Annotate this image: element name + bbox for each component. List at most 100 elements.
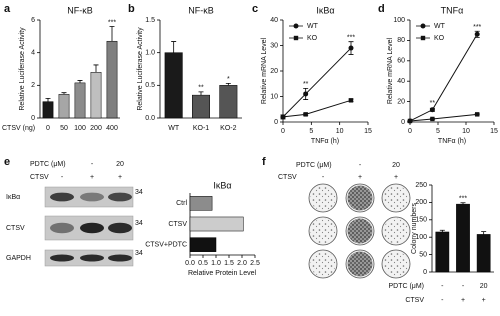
y-tick-label: 4 bbox=[31, 50, 35, 57]
marker bbox=[348, 98, 354, 103]
y-tick-label: 200 bbox=[415, 199, 427, 206]
error-bar bbox=[171, 41, 177, 53]
x-axis-label: Relative Protein Level bbox=[188, 270, 257, 277]
y-tick-label: 250 bbox=[415, 182, 427, 189]
blot-row-label: IκBα bbox=[6, 194, 20, 201]
x-row-value: - bbox=[441, 297, 444, 304]
x-tick-label: KO-2 bbox=[220, 125, 236, 132]
header-lane: 20 bbox=[392, 162, 400, 169]
x-tick-label: 0.5 bbox=[198, 260, 208, 267]
chart-title: TNFα bbox=[441, 5, 464, 15]
x-tick-label: 1.0 bbox=[211, 260, 221, 267]
x-tick-label: 10 bbox=[336, 128, 344, 135]
y-tick-label: 20 bbox=[397, 98, 405, 105]
blot-band bbox=[50, 222, 74, 234]
legend-marker bbox=[293, 35, 299, 41]
x-tick-label: 0 bbox=[281, 128, 285, 135]
bar bbox=[90, 72, 102, 119]
header-lane: + bbox=[358, 174, 362, 181]
bar bbox=[189, 216, 244, 232]
x-row-value: - bbox=[462, 283, 465, 290]
blot-band bbox=[50, 254, 74, 262]
legend-label: WT bbox=[307, 23, 319, 30]
blot-marker: 34 bbox=[135, 189, 143, 196]
y-tick-label: CTSV bbox=[168, 221, 187, 228]
bar bbox=[106, 40, 118, 119]
x-tick-label: 100 bbox=[74, 125, 86, 132]
x-row-value: + bbox=[461, 297, 465, 304]
blot-band bbox=[108, 254, 132, 262]
chart-title: IκBα bbox=[316, 5, 334, 15]
plate-colonies bbox=[310, 251, 336, 277]
blot-strip bbox=[44, 186, 134, 208]
error-bar bbox=[61, 92, 67, 95]
plate-colonies bbox=[310, 218, 336, 244]
panel-label: f bbox=[262, 156, 266, 168]
header-lane: + bbox=[118, 174, 122, 181]
x-row-value: - bbox=[441, 283, 444, 290]
y-tick-label: 0 bbox=[274, 119, 278, 126]
y-tick-label: 40 bbox=[270, 17, 278, 24]
bar bbox=[164, 52, 183, 119]
blot-band bbox=[50, 192, 74, 202]
header-lane: + bbox=[394, 174, 398, 181]
y-tick-label: 0 bbox=[31, 115, 35, 122]
bar bbox=[456, 203, 470, 273]
y-tick-label: 40 bbox=[397, 78, 405, 85]
legend-marker bbox=[293, 23, 299, 29]
plate-colonies bbox=[347, 218, 373, 244]
blot-row-label: GAPDH bbox=[6, 255, 31, 262]
y-tick-label: 0.5 bbox=[145, 82, 155, 89]
blot-band bbox=[80, 254, 104, 262]
series-line bbox=[409, 34, 478, 122]
bar bbox=[476, 234, 491, 273]
x-tick-label: 15 bbox=[364, 128, 372, 135]
chart-title: NF-κB bbox=[67, 5, 93, 15]
series-line bbox=[282, 99, 352, 118]
x-tick-label: 0 bbox=[408, 128, 412, 135]
y-tick-label: 10 bbox=[270, 93, 278, 100]
y-axis-label: Relative Luciferase Activity bbox=[137, 27, 144, 111]
x-axis-label: TNFα (h) bbox=[438, 138, 466, 145]
x-row-value: + bbox=[482, 297, 486, 304]
error-bar bbox=[439, 229, 445, 232]
error-bar bbox=[481, 231, 487, 235]
blot-marker: 34 bbox=[135, 250, 143, 257]
significance: *** bbox=[108, 19, 116, 26]
legend-label: KO bbox=[307, 35, 318, 42]
marker bbox=[303, 91, 309, 97]
plate-colonies bbox=[310, 185, 336, 211]
plate-colonies bbox=[383, 185, 409, 211]
x-tick-label: 5 bbox=[436, 128, 440, 135]
legend-marker bbox=[420, 23, 426, 29]
header-label: CTSV bbox=[278, 174, 297, 181]
x-axis-label: CTSV (ng) bbox=[2, 125, 35, 132]
error-bar bbox=[45, 98, 51, 102]
error-bar bbox=[198, 91, 204, 96]
panel-label: b bbox=[128, 3, 135, 15]
x-tick-label: 0 bbox=[46, 125, 50, 132]
y-tick-label: 2 bbox=[31, 82, 35, 89]
bar bbox=[189, 196, 213, 211]
y-tick-label: 150 bbox=[415, 217, 427, 224]
bar bbox=[189, 237, 217, 252]
y-axis-label: Colony numbers bbox=[411, 203, 418, 254]
significance: *** bbox=[347, 35, 355, 42]
significance: ** bbox=[198, 85, 204, 92]
x-tick-label: 50 bbox=[60, 125, 68, 132]
x-tick-label: 10 bbox=[462, 128, 470, 135]
x-tick-label: 1.5 bbox=[224, 260, 234, 267]
blot-marker: 34 bbox=[135, 220, 143, 227]
x-axis-label: TNFα (h) bbox=[311, 138, 339, 145]
y-tick-label: 1.5 bbox=[145, 17, 155, 24]
y-tick-label: 0.0 bbox=[145, 115, 155, 122]
header-lane: - bbox=[322, 174, 325, 181]
significance: ** bbox=[430, 100, 436, 107]
plate-colonies bbox=[347, 185, 373, 211]
legend-marker bbox=[420, 35, 426, 41]
bar bbox=[74, 82, 86, 119]
bar bbox=[58, 94, 70, 119]
header-label: PDTC (μM) bbox=[30, 161, 66, 168]
x-tick-label: WT bbox=[168, 125, 180, 132]
y-tick-label: 0 bbox=[423, 269, 427, 276]
